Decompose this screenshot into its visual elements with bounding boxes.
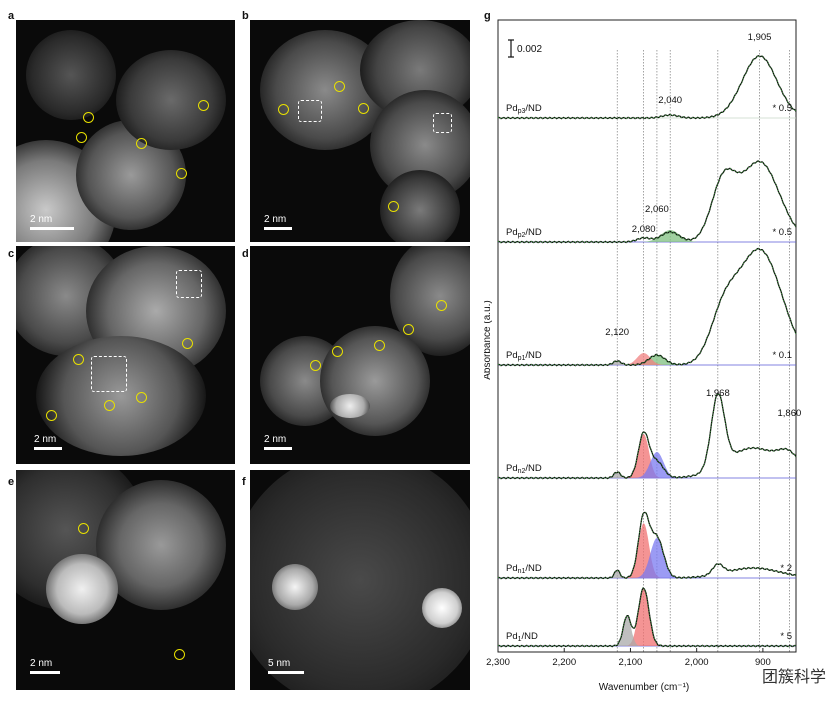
multiplier-label: * 0.5 [772,103,792,114]
panel-label-a: a [8,10,15,22]
series-label: Pdp3/ND [506,103,542,115]
fit-component [617,588,671,646]
micrograph-e: 2 nm [16,470,235,690]
x-tick-label: 2,200 [552,657,576,668]
scale-bar-f: 5 nm [268,658,304,674]
micrograph-d: 2 nm [250,246,470,464]
panel-label-f: f [242,476,246,488]
peak-annotation: 2,040 [658,95,682,106]
multiplier-label: * 5 [780,631,792,642]
peak-annotation: 2,060 [645,204,669,215]
series-label: Pdp2/ND [506,227,542,239]
fit-component [617,353,671,365]
fit-envelope [497,55,797,120]
fit-envelope [497,587,797,648]
x-tick-label: 900 [755,657,771,668]
peak-annotation: 1,905 [748,32,772,43]
series-label: Pdn2/ND [506,463,542,475]
spectrum-trace [497,160,797,244]
panel-label-e: e [8,476,15,488]
peak-annotation: 1,860 [777,408,801,419]
series-label: Pd1/ND [506,631,538,643]
fit-component [630,538,684,578]
fit-envelope [497,248,797,367]
fit-envelope [497,393,797,480]
micrograph-f: 5 nm [250,470,470,690]
multiplier-label: * 0.1 [772,350,792,361]
x-tick-label: 2,300 [486,657,510,668]
fit-component [590,570,644,578]
scale-bar-c: 2 nm [34,434,62,450]
peak-annotation: 2,120 [605,327,629,338]
panel-label-c: c [8,248,15,260]
micrograph-b: 2 nm [250,20,470,242]
fit-component [590,472,644,478]
multiplier-label: * 0.5 [772,227,792,238]
x-tick-label: 2,000 [685,657,709,668]
panel-label-b: b [242,10,249,22]
series-label: Pdp1/ND [506,350,542,362]
series-label: Pdn1/ND [506,563,542,575]
fit-component [590,361,644,365]
scale-bar-a: 2 nm [30,214,74,230]
fit-component [617,434,671,478]
panel-label-d: d [242,248,249,260]
peak-annotation: 1,968 [706,388,730,399]
fit-component [643,230,697,242]
y-axis-label: Absorbance (a.u.) [484,300,493,380]
panel-label-g: g [484,10,491,22]
ir-spectra-chart: Pdp3/ND * 0.5 1,905 2,040 Pdp2/ND * 0.5 2,060 2… [484,19,801,693]
scale-bar-b: 2 nm [264,214,292,230]
scale-bar-d: 2 nm [264,434,292,450]
fit-component [600,616,654,646]
x-axis-label: Wavenumber (cm⁻¹) [599,682,689,693]
multiplier-label: * 2 [780,563,792,574]
watermark-text: 团簇科学 [761,667,826,686]
micrograph-a: 2 nm [16,20,235,242]
fit-envelope [497,511,797,580]
x-tick-label: 2,100 [619,657,643,668]
fit-component [630,452,684,478]
fit-component [617,523,671,578]
scale-bar-e: 2 nm [30,658,60,674]
peak-annotation: 2,080 [632,224,656,235]
scale-marker-label: 0.002 [517,44,542,55]
micrograph-c: 2 nm [16,246,235,464]
